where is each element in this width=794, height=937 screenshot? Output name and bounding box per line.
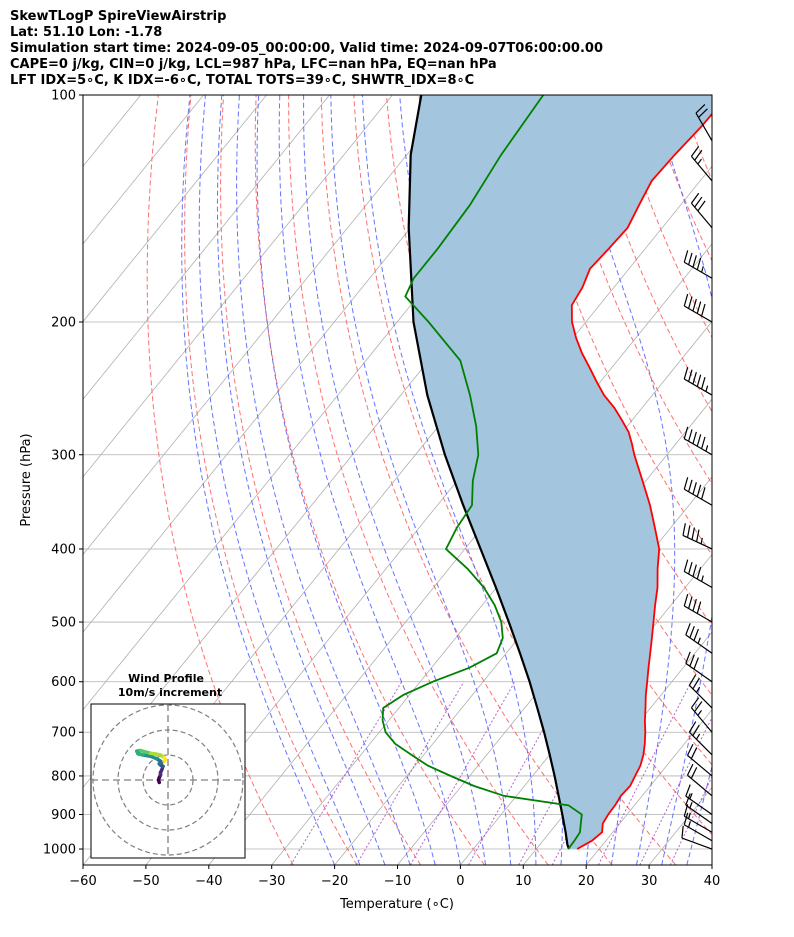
moist-adiabat: [198, 95, 361, 865]
wind-barb: [683, 812, 713, 842]
wind-barb: [683, 559, 713, 589]
x-tick-label: −60: [69, 874, 96, 889]
chart-title-line: Lat: 51.10 Lon: -1.78: [10, 25, 163, 40]
wind-barb: [683, 477, 713, 506]
mixing-ratio-line: [355, 681, 465, 865]
isotherm-gridline: [334, 398, 712, 865]
wind-barb: [688, 721, 713, 756]
y-tick-label: 600: [51, 675, 76, 690]
x-axis-ticks: −60 −50 −40 −30 −20 −10 0 10 20 30 40: [69, 865, 720, 889]
dry-adiabat: [184, 95, 358, 865]
hodograph-subtitle: 10m/s increment: [118, 686, 222, 699]
moist-adiabat: [651, 95, 712, 865]
dry-adiabat: [777, 95, 794, 865]
isotherm-gridline: [83, 95, 204, 245]
x-tick-label: 40: [704, 874, 721, 889]
wind-barb: [686, 743, 713, 777]
cape-cin-shading: [408, 95, 712, 849]
moist-adiabat: [256, 95, 436, 865]
x-tick-label: −50: [132, 874, 159, 889]
wind-barbs: [681, 104, 713, 850]
isotherm-gridline: [775, 95, 794, 865]
stable-area-fill: [408, 95, 712, 849]
wind-barb: [683, 593, 713, 623]
x-axis-label: Temperature (∘C): [339, 897, 454, 912]
moist-adiabat: [216, 95, 386, 865]
isotherm-gridline: [0, 95, 78, 865]
x-tick-label: 0: [456, 874, 464, 889]
y-tick-label: 400: [51, 542, 76, 557]
wind-barb: [690, 192, 713, 229]
wind-barb: [683, 366, 713, 396]
dry-adiabat: [220, 95, 422, 865]
moist-adiabat: [236, 95, 411, 865]
y-tick-label: 800: [51, 769, 76, 784]
x-tick-label: −20: [321, 874, 348, 889]
y-tick-label: 100: [51, 89, 76, 104]
wind-barb: [683, 293, 713, 323]
isotherm-gridline: [83, 95, 330, 400]
y-axis-ticks: 1000 900 800 700 600 500 400 300 200 100: [43, 89, 83, 858]
wind-barb: [688, 674, 713, 709]
isotherm-gridline: [711, 864, 712, 865]
wind-barb: [685, 651, 713, 683]
hodograph-segment: [162, 757, 168, 763]
hodograph-rings: [91, 704, 245, 858]
sounding-profiles: [381, 95, 712, 850]
wind-barb: [683, 250, 713, 279]
x-tick-label: −10: [384, 874, 411, 889]
y-tick-label: 700: [51, 726, 76, 741]
dry-adiabat: [254, 95, 485, 865]
moist-adiabat: [181, 95, 336, 865]
wind-barb: [683, 426, 713, 456]
parcel-path-line: [407, 95, 571, 850]
chart-title-block: SkewTLogP SpireViewAirstrip Lat: 51.10 L…: [10, 9, 603, 89]
wind-barb: [685, 793, 713, 824]
x-tick-label: −40: [195, 874, 222, 889]
x-tick-label: 10: [515, 874, 532, 889]
mixing-ratio-line: [290, 681, 403, 865]
dry-adiabat: [516, 95, 712, 556]
chart-title-line: LFT IDX=5∘C, K IDX=-6∘C, TOTAL TOTS=39∘C…: [10, 73, 475, 88]
wind-barb: [686, 763, 713, 797]
mixing-ratio-line: [639, 716, 712, 865]
chart-title-line: Simulation start time: 2024-09-05_00:00:…: [10, 41, 603, 56]
x-tick-label: 20: [578, 874, 595, 889]
hodograph-trace: [135, 748, 168, 785]
isotherm-gridline: [83, 95, 456, 556]
dry-adiabat: [745, 95, 794, 865]
hodograph-inset: Wind Profile 10m/s increment: [90, 672, 246, 859]
wind-barb: [681, 825, 713, 850]
wind-barb: [685, 784, 713, 816]
y-tick-label: 300: [51, 448, 76, 463]
moist-adiabat: [278, 95, 461, 865]
dry-adiabat: [711, 95, 712, 96]
y-tick-label: 900: [51, 808, 76, 823]
dry-adiabat: [288, 95, 549, 865]
isotherm-gridline: [83, 95, 393, 478]
wind-barb: [685, 623, 713, 654]
y-tick-label: 500: [51, 616, 76, 631]
chart-title-line: CAPE=0 j/kg, CIN=0 j/kg, LCL=987 hPa, LF…: [10, 57, 497, 72]
dry-adiabat: [146, 95, 294, 865]
x-tick-label: −30: [258, 874, 285, 889]
wind-barb: [695, 104, 713, 142]
moist-adiabat: [303, 95, 487, 865]
y-axis-label: Pressure (hPa): [19, 433, 34, 526]
chart-title-line: SkewTLogP SpireViewAirstrip: [10, 9, 227, 24]
y-tick-label: 200: [51, 315, 76, 330]
y-tick-label: 1000: [43, 843, 76, 858]
hodograph-title: Wind Profile: [128, 672, 204, 685]
wind-barb: [690, 697, 713, 733]
isotherm-gridline: [83, 95, 267, 323]
dewpoint-line: [381, 95, 583, 850]
x-tick-label: 30: [641, 874, 658, 889]
mixing-ratio-line: [597, 681, 692, 865]
wind-barb: [690, 146, 713, 182]
temperature-line: [570, 112, 712, 850]
wind-barb: [682, 523, 713, 550]
